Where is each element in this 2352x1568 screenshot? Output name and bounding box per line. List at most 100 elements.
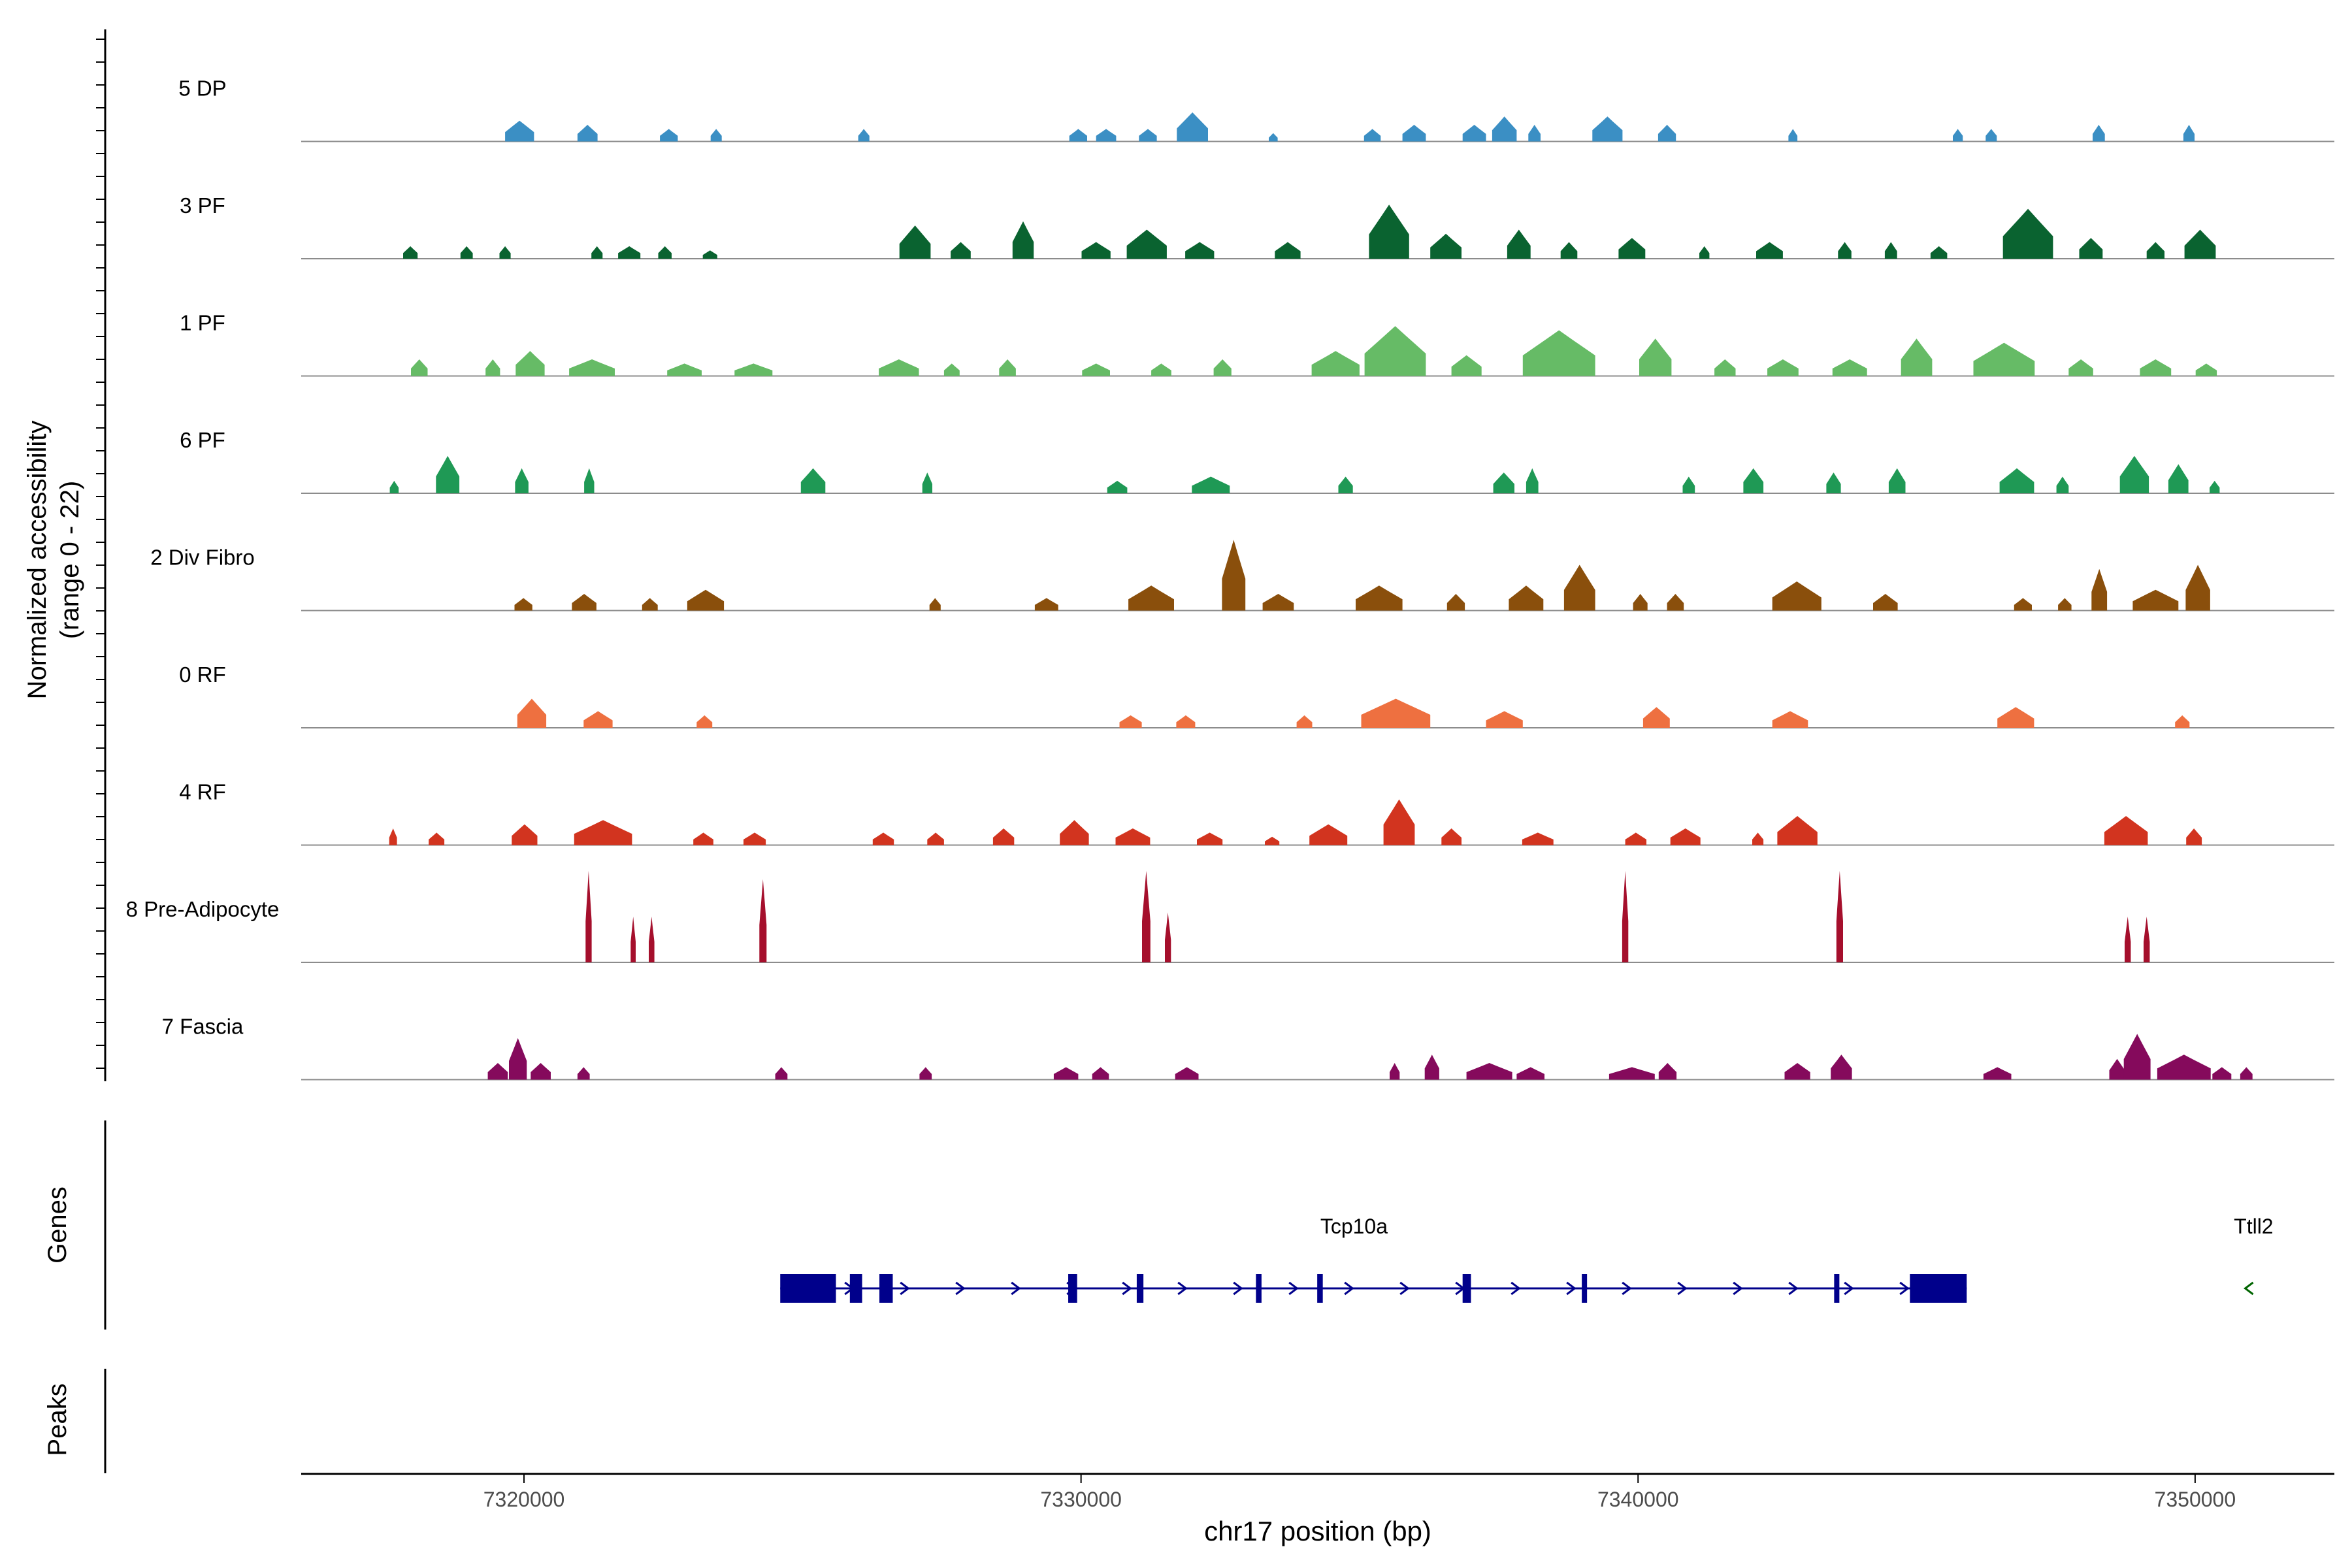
coverage-peak (1509, 585, 1544, 611)
coverage-peak (1402, 125, 1426, 142)
strand-arrow (1733, 1281, 1743, 1296)
coverage-peak (2157, 1054, 2211, 1080)
coverage-peak (1930, 246, 1948, 259)
gene-exon (780, 1274, 836, 1303)
coverage-peak (517, 698, 547, 728)
track-label: 6 PF (180, 428, 225, 452)
coverage-peak (577, 1067, 590, 1080)
coverage-peak (585, 871, 592, 962)
coverage-peak (660, 129, 678, 142)
coverage-peak (2014, 598, 2032, 611)
coverage-peak (485, 359, 500, 376)
coverage-peak (1609, 1067, 1655, 1080)
strand-arrow (1677, 1281, 1688, 1296)
coverage-peak (591, 246, 603, 259)
coverage-peak (927, 832, 944, 845)
coverage-peak (515, 351, 545, 376)
coverage-peak (1269, 133, 1278, 142)
track-label: 8 Pre-Adipocyte (126, 897, 280, 921)
y-axis-title-line1: Normalized accessibility (23, 421, 52, 700)
strand-arrow (1011, 1281, 1021, 1296)
track-label: 2 Div Fibro (150, 546, 255, 570)
coverage-peak (577, 125, 598, 142)
coverage-peak (1507, 229, 1531, 259)
coverage-peak (1667, 594, 1684, 611)
strand-arrow (1566, 1281, 1576, 1296)
coverage-peak (1777, 816, 1818, 845)
coverage-peak (1115, 828, 1151, 845)
coverage-peak (1430, 233, 1462, 259)
coverage-peak (1081, 242, 1111, 259)
coverage-peak (1670, 828, 1701, 845)
coverage-peak (1369, 204, 1409, 259)
coverage-peak (1772, 711, 1808, 728)
coverage-peak (642, 598, 658, 611)
coverage-peak (667, 363, 702, 376)
coverage-peak (1784, 1063, 1810, 1080)
coverage-peak (1516, 1067, 1544, 1080)
track-label: 1 PF (180, 311, 225, 335)
coverage-peak (1714, 359, 1736, 376)
coverage-peak (515, 468, 529, 493)
coverage-peak (572, 594, 596, 611)
coverage-peak (2186, 828, 2202, 845)
x-tick-label: 7320000 (483, 1488, 565, 1511)
coverage-peak (1361, 698, 1431, 728)
gene-exon (1582, 1274, 1588, 1303)
strand-arrow (1177, 1281, 1188, 1296)
coverage-peak (1493, 472, 1514, 493)
coverage-peak (1743, 468, 1764, 493)
coverage-peak (879, 359, 919, 376)
coverage-peak (1767, 359, 1799, 376)
coverage-y-axis-ticks (96, 39, 105, 1069)
coverage-peak (1185, 242, 1215, 259)
gene-exon (1136, 1274, 1144, 1303)
strand-arrow (1344, 1281, 1354, 1296)
coverage-peak (1092, 1067, 1109, 1080)
coverage-peak (2058, 598, 2072, 611)
coverage-peak (687, 589, 725, 611)
coverage-peak (1639, 338, 1672, 376)
coverage-peak (2168, 464, 2189, 493)
coverage-peak (1826, 472, 1841, 493)
track-label: 3 PF (180, 193, 225, 218)
gene-exon (1462, 1274, 1471, 1303)
gene-ttll2: Ttll2 (2234, 1215, 2274, 1296)
strand-arrow (1844, 1281, 1854, 1296)
gene-exon (1317, 1274, 1323, 1303)
coverage-peak (1999, 468, 2034, 493)
gene-exon (1834, 1274, 1840, 1303)
strand-arrow (1233, 1281, 1243, 1296)
coverage-peak (693, 832, 713, 845)
gene-label: Ttll2 (2234, 1215, 2273, 1238)
coverage-peak (2119, 455, 2149, 493)
coverage-peak (872, 832, 894, 845)
coverage-peak (734, 363, 773, 376)
coverage-peak (800, 468, 826, 493)
coverage-peak (1338, 476, 1353, 493)
coverage-peak (1522, 330, 1595, 376)
coverage-peak (943, 363, 960, 376)
coverage-peak (649, 917, 655, 962)
coverage-peak (1528, 125, 1541, 142)
coverage-peak (2195, 363, 2217, 376)
coverage-peak (1192, 476, 1230, 493)
coverage-peak (1699, 246, 1710, 259)
coverage-peak (2002, 208, 2053, 259)
coverage-peak (1265, 836, 1280, 845)
coverage-peak (1901, 338, 1933, 376)
coverage-peak (1309, 824, 1348, 845)
coverage-peak (1441, 828, 1462, 845)
coverage-peak (487, 1063, 508, 1080)
coverage-peak (512, 824, 538, 845)
coverage-peak (1622, 871, 1629, 962)
coverage-peak (759, 879, 767, 962)
coverage-peak (2175, 715, 2190, 728)
coverage-peak (1096, 129, 1117, 142)
coverage-peak (514, 598, 532, 611)
coverage-peak (2132, 589, 2179, 611)
coverage-peak (1658, 1063, 1677, 1080)
coverage-peak (505, 120, 534, 142)
strand-arrow (900, 1281, 910, 1296)
coverage-peak (919, 1067, 932, 1080)
